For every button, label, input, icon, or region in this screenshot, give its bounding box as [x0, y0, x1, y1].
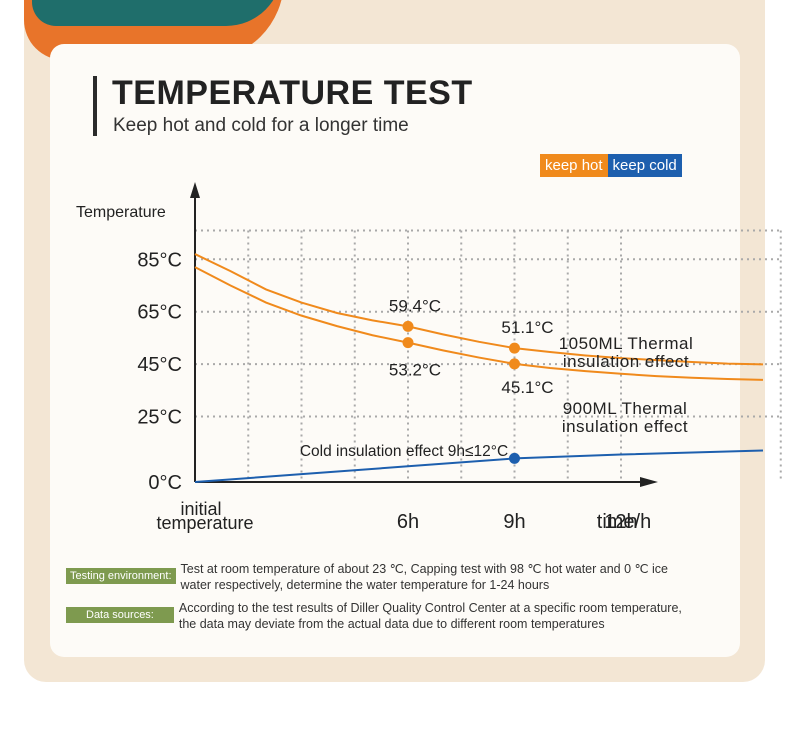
data-point — [402, 320, 414, 332]
page-title: TEMPERATURE TEST — [112, 74, 473, 112]
note-tag: Testing environment: — [66, 568, 176, 584]
data-point — [509, 358, 520, 370]
series-label-900ml: 900ML Thermal — [563, 399, 688, 418]
data-label: 45.1°C — [501, 378, 553, 397]
note-data-sources: Data sources: According to the test resu… — [66, 600, 724, 632]
data-point — [509, 452, 520, 464]
y-tick-label: 85°C — [137, 249, 182, 271]
title-accent-bar — [93, 76, 97, 136]
note-text: Test at room temperature of about 23 ℃, … — [181, 561, 726, 593]
x-tick-label: 12h — [604, 511, 637, 533]
note-text: According to the test results of Diller … — [179, 600, 724, 632]
series-label-1050ml: 1050ML Thermal — [559, 334, 694, 353]
note-line: Test at room temperature of about 23 ℃, … — [180, 562, 669, 576]
legend: keep hot keep cold — [540, 154, 682, 177]
data-label: 53.2°C — [389, 361, 441, 380]
product-lid-teal — [32, 0, 282, 26]
data-point — [402, 337, 414, 349]
data-label: 59.4°C — [389, 296, 441, 315]
note-line: According to the test results of Diller … — [178, 601, 682, 615]
x-tick-label: initial — [180, 499, 221, 519]
data-point — [509, 342, 520, 354]
x-tick-label: temperature — [156, 513, 253, 533]
page-subtitle: Keep hot and cold for a longer time — [113, 115, 409, 136]
content-card — [50, 44, 740, 657]
y-tick-label: 45°C — [137, 354, 182, 376]
legend-keep-hot: keep hot — [540, 154, 608, 177]
series-line — [194, 449, 764, 483]
series-line — [194, 266, 764, 381]
y-tick-label: 0°C — [148, 472, 182, 494]
x-tick-label: 9h — [503, 511, 525, 533]
y-axis-arrow — [190, 182, 200, 198]
y-axis-title: Temperature — [76, 204, 166, 221]
note-tag: Data sources: — [66, 607, 174, 623]
y-tick-label: 65°C — [137, 302, 182, 324]
series-label-900ml: insulation effect — [562, 417, 688, 436]
data-label: 51.1°C — [501, 318, 553, 337]
series-label-cold: Cold insulation effect 9h≤12°C — [300, 443, 508, 460]
note-testing-environment: Testing environment: Test at room temper… — [66, 561, 726, 593]
note-line: water respectively, determine the water … — [180, 578, 550, 592]
legend-keep-cold: keep cold — [607, 154, 682, 177]
series-line — [194, 253, 764, 366]
x-axis-arrow — [640, 477, 658, 487]
note-line: the data may deviate from the actual dat… — [178, 617, 605, 631]
x-axis-title: time/h — [597, 511, 651, 533]
series-label-1050ml: insulation effect — [563, 352, 689, 371]
x-tick-label: 6h — [397, 511, 419, 533]
y-tick-label: 25°C — [137, 407, 182, 429]
